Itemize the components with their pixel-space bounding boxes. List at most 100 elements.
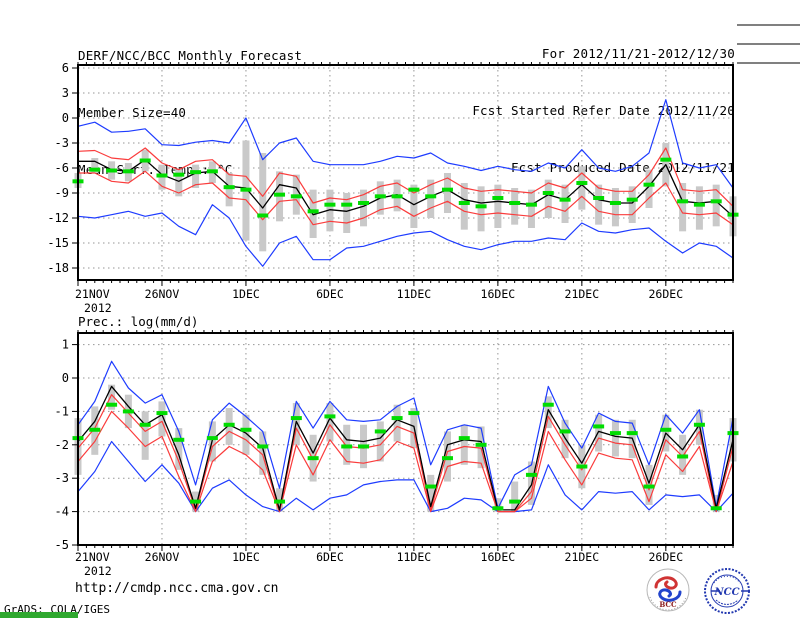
observation-dash: [89, 167, 101, 172]
observation-dash: [290, 416, 302, 421]
observation-dash: [677, 454, 689, 459]
x-axis-label: 26DEC: [649, 287, 684, 301]
spread-bar: [443, 172, 451, 213]
observation-dash: [710, 199, 722, 204]
bcc-logo: BCC: [646, 568, 690, 612]
observation-dash: [509, 200, 521, 205]
spread-bar: [628, 186, 636, 223]
x-axis-label: 26NOV: [145, 550, 180, 564]
spread-bar: [427, 474, 435, 512]
x-axis-label: 21DEC: [565, 287, 600, 301]
observation-dash: [693, 422, 705, 427]
spread-bar: [259, 431, 267, 475]
observation-dash: [257, 444, 269, 449]
observation-dash: [425, 484, 437, 489]
spread-bar: [158, 401, 166, 437]
precipitation-ensemble-min-line: [77, 440, 734, 513]
observation-dash: [358, 444, 370, 449]
x-axis-label: 16DEC: [481, 287, 516, 301]
observation-dash: [576, 464, 588, 469]
spread-bar: [679, 182, 687, 232]
observation-dash: [139, 422, 151, 427]
spread-bar: [192, 164, 200, 188]
y-axis-label: -2: [55, 438, 69, 452]
y-axis-label: -1: [55, 404, 69, 418]
observation-dash: [341, 444, 353, 449]
x-axis-label: 21NOV: [75, 287, 110, 301]
chart-frame: [77, 332, 734, 546]
spread-bar: [393, 404, 401, 442]
observation-dash: [391, 194, 403, 199]
spread-bar: [645, 169, 653, 208]
spread-bar: [91, 157, 99, 173]
chart-frame: [77, 64, 734, 281]
spread-bar: [494, 498, 502, 512]
forecast-range-label: For 2012/11/21-2012/12/30: [541, 46, 735, 61]
observation-dash: [89, 427, 101, 432]
spread-bar: [611, 187, 619, 227]
spread-bar: [326, 189, 334, 232]
observation-dash: [358, 200, 370, 205]
spread-bar: [712, 184, 720, 227]
observation-dash: [492, 195, 504, 200]
spread-bar: [511, 481, 519, 512]
temperature-chart: 6 3 0 -3 -6 -9 -12 -15 -18 21NOV 26NOV 1DEC 6DEC 11DE…: [47, 61, 739, 315]
refer-date-label: Fcst Started Refer Date 2012/11/20: [472, 103, 735, 118]
footer-url[interactable]: http://cmdp.ncc.cma.gov.cn: [75, 581, 279, 596]
temperature-upper-spread-line: [77, 147, 734, 207]
observation-dash: [525, 202, 537, 207]
y-axis-label: -5: [55, 538, 69, 552]
x-axis-label: 21DEC: [565, 550, 600, 564]
observation-dash: [475, 204, 487, 209]
observation-dash: [542, 402, 554, 407]
spread-bar: [544, 179, 552, 218]
x-axis-label: 6DEC: [316, 287, 344, 301]
observation-dash: [559, 429, 571, 434]
observation-dash: [425, 194, 437, 199]
observation-dash: [257, 213, 269, 218]
spread-bar: [460, 182, 468, 230]
temperature-ensemble-mean-line: [78, 159, 734, 217]
temperature-ensemble-max-line: [77, 99, 734, 189]
y-axis-label: -3: [55, 136, 69, 150]
member-size-label: Member Size=40: [78, 105, 187, 120]
observation-dash: [223, 185, 235, 190]
observation-dash: [408, 187, 420, 192]
x-axis-label: 26DEC: [649, 550, 684, 564]
observation-dash: [643, 182, 655, 187]
observation-dash: [542, 190, 554, 195]
spread-bar: [343, 192, 351, 233]
page-title: DERF/NCC/BCC Monthly Forecast: [78, 48, 303, 63]
y-axis-label: 0: [62, 111, 69, 125]
spread-bar: [494, 184, 502, 228]
spread-bar: [527, 189, 535, 228]
observation-dash: [525, 472, 537, 477]
spread-bar: [141, 411, 149, 460]
observation-dash: [173, 172, 185, 177]
observation-dash: [106, 168, 118, 173]
x-axis-year-label: 2012: [84, 301, 112, 315]
observation-dash: [106, 402, 118, 407]
observation-dash: [609, 431, 621, 436]
spread-bar: [225, 172, 233, 207]
x-axis-label: 6DEC: [316, 550, 344, 564]
observation-dash: [408, 411, 420, 416]
observation-dash: [441, 456, 453, 461]
x-axis-year-label: 2012: [84, 564, 112, 578]
spread-bar: [695, 186, 703, 230]
observation-dash: [576, 180, 588, 185]
x-axis-label: 11DEC: [397, 287, 432, 301]
y-axis-label: -18: [47, 261, 69, 275]
spread-bar: [611, 419, 619, 457]
observation-dash: [156, 173, 168, 178]
spread-bar: [578, 166, 586, 210]
spread-bar: [175, 428, 183, 470]
spread-bar: [427, 179, 435, 218]
observation-dash: [206, 169, 218, 174]
spread-bar: [477, 426, 485, 469]
observation-dash: [240, 427, 252, 432]
green-status-bar: [0, 612, 78, 618]
temperature-ensemble-min-line: [77, 204, 734, 267]
observation-dash: [139, 158, 151, 163]
logos: BCC NCC: [646, 568, 750, 614]
